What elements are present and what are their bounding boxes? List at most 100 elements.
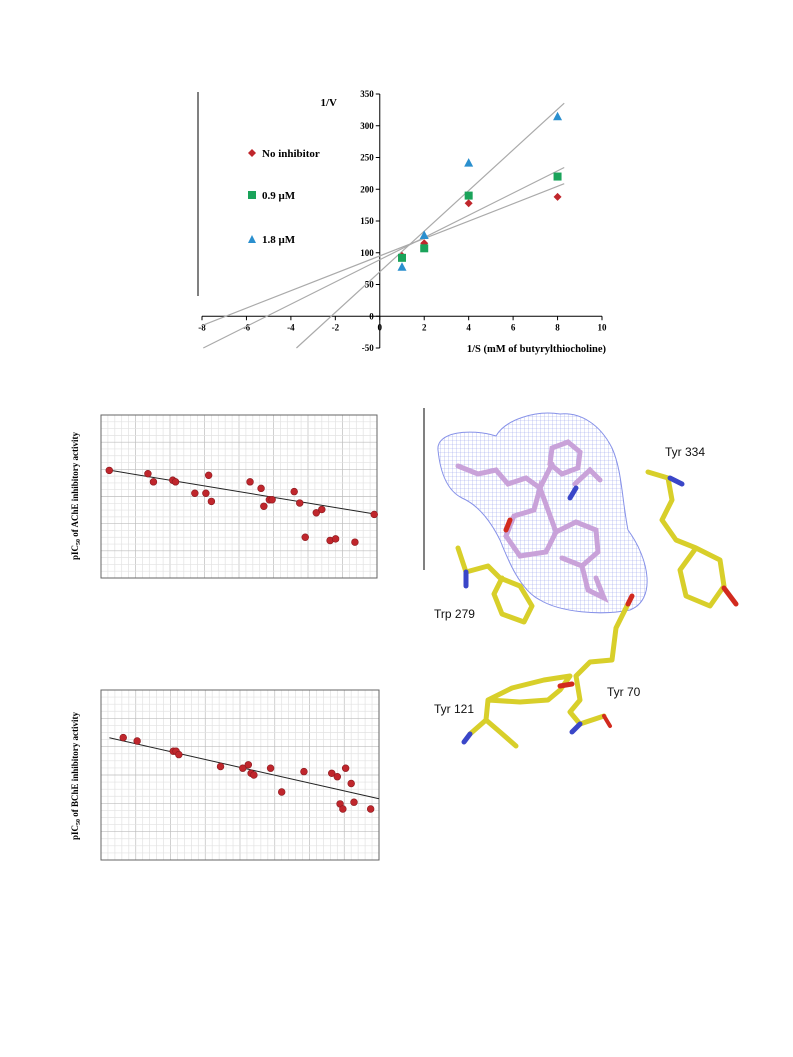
x-axis-label: 1/S (mM of butyrylthiocholine)	[467, 344, 607, 355]
residue-sticks	[455, 469, 727, 749]
legend-label-1.8uM: 1.8 μM	[262, 234, 296, 246]
point-0.9uM	[398, 253, 406, 262]
data-point	[268, 496, 276, 504]
y-axis-label: pIC50 of BChE inhibitory activity	[70, 711, 82, 840]
legend-label-no-inhibitor: No inhibitor	[262, 148, 320, 160]
y-tick-label: 50	[365, 280, 375, 290]
docking-pose-image: Tyr 334 Trp 279 Tyr 70 Tyr 121	[423, 408, 739, 749]
x-tick-label: 8	[555, 322, 560, 332]
grid	[101, 415, 377, 578]
ache-correlation-plot: pIC50 of AChE inhibitory activity	[70, 414, 378, 579]
plot-frame	[100, 414, 378, 579]
data-point	[312, 509, 320, 517]
data-point	[171, 478, 180, 486]
legend-marker-no-inhibitor	[248, 149, 256, 157]
point-0.9uM	[420, 244, 429, 253]
residue-label-trp279: Trp 279	[434, 607, 475, 621]
x-tick-label: 0	[378, 322, 383, 332]
data-point	[133, 737, 141, 745]
data-point	[318, 505, 326, 514]
point-1.8uM	[553, 111, 563, 121]
data-point	[290, 487, 298, 496]
x-tick-label: 4	[466, 322, 471, 332]
y-tick-label: 100	[360, 248, 374, 258]
data-point	[333, 772, 341, 781]
data-point	[351, 538, 359, 546]
data-point	[366, 805, 375, 813]
data-point	[216, 762, 225, 771]
data-point	[119, 733, 127, 742]
x-tick-label: 2	[422, 322, 427, 332]
point-no-inhibitor	[464, 199, 473, 208]
legend-marker-1.8uM	[248, 235, 256, 243]
data-point	[296, 499, 304, 507]
data-point	[202, 489, 210, 497]
bche-correlation-plot: pIC50 of BChE inhibitory activity	[70, 689, 380, 861]
point-0.9uM	[464, 191, 473, 200]
data-point	[278, 788, 286, 796]
x-ticks: -8 -6 -4 -2 0 2 4 6 8 10	[198, 316, 607, 332]
x-tick-label: 6	[511, 322, 516, 332]
y-axis-label: 1/V	[321, 97, 338, 109]
legend-marker-0.9uM	[248, 191, 256, 199]
data-points	[119, 733, 375, 813]
regression-line	[109, 469, 378, 515]
plot-frame	[100, 689, 380, 861]
data-point	[300, 767, 308, 776]
point-0.9uM	[553, 172, 562, 181]
data-point	[341, 764, 350, 772]
data-point	[244, 761, 253, 769]
point-1.8uM	[397, 262, 407, 271]
data-point	[144, 469, 152, 478]
data-point	[350, 798, 358, 806]
legend-label-0.9uM: 0.9 μM	[262, 190, 296, 202]
y-tick-label: 150	[360, 216, 374, 226]
data-points	[105, 466, 378, 546]
data-point	[246, 478, 254, 486]
point-1.8uM	[419, 230, 429, 239]
data-point	[339, 805, 347, 813]
y-tick-label: 0	[369, 311, 374, 321]
data-point	[257, 484, 265, 493]
fit-lines	[201, 102, 565, 349]
data-point	[370, 510, 378, 519]
fit-line-3	[296, 102, 565, 349]
data-point	[250, 771, 258, 779]
data-point	[105, 466, 113, 475]
data-point	[266, 764, 275, 772]
data-point	[331, 535, 340, 543]
x-tick-label: 10	[598, 322, 608, 332]
residue-label-tyr121: Tyr 121	[434, 702, 474, 716]
data-point	[149, 478, 158, 486]
y-tick-label: 250	[360, 153, 374, 163]
grid	[101, 690, 379, 860]
x-tick-label: -4	[287, 322, 295, 332]
x-tick-label: -2	[332, 322, 340, 332]
y-axis-label: pIC50 of AChE inhibitory activity	[70, 431, 82, 560]
data-point	[207, 497, 216, 506]
atom-highlights	[461, 475, 739, 745]
data-point	[204, 471, 213, 480]
data-point	[328, 769, 336, 777]
data-point	[175, 750, 183, 759]
residue-label-tyr70: Tyr 70	[607, 685, 641, 699]
y-tick-label: -50	[362, 343, 374, 353]
legend: No inhibitor 0.9 μM 1.8 μM	[248, 148, 320, 246]
data-point	[260, 502, 268, 510]
y-tick-label: 200	[360, 184, 374, 194]
binding-surface-mesh	[437, 412, 648, 614]
fit-line-1	[201, 183, 565, 327]
x-tick-label: -6	[243, 322, 251, 332]
data-point	[239, 764, 247, 772]
data-points	[397, 111, 563, 271]
y-tick-label: 300	[360, 121, 374, 131]
x-tick-label: -8	[198, 322, 206, 332]
y-tick-label: 350	[360, 89, 374, 99]
data-point	[347, 779, 355, 788]
lineweaver-burk-plot: -8 -6 -4 -2 0 2 4 6 8 10 -50 0 50 100 150 200 250 300 350…	[197, 89, 607, 355]
data-point	[301, 533, 309, 541]
fit-line-2	[203, 166, 565, 349]
point-1.8uM	[464, 158, 474, 167]
point-no-inhibitor	[553, 192, 562, 201]
